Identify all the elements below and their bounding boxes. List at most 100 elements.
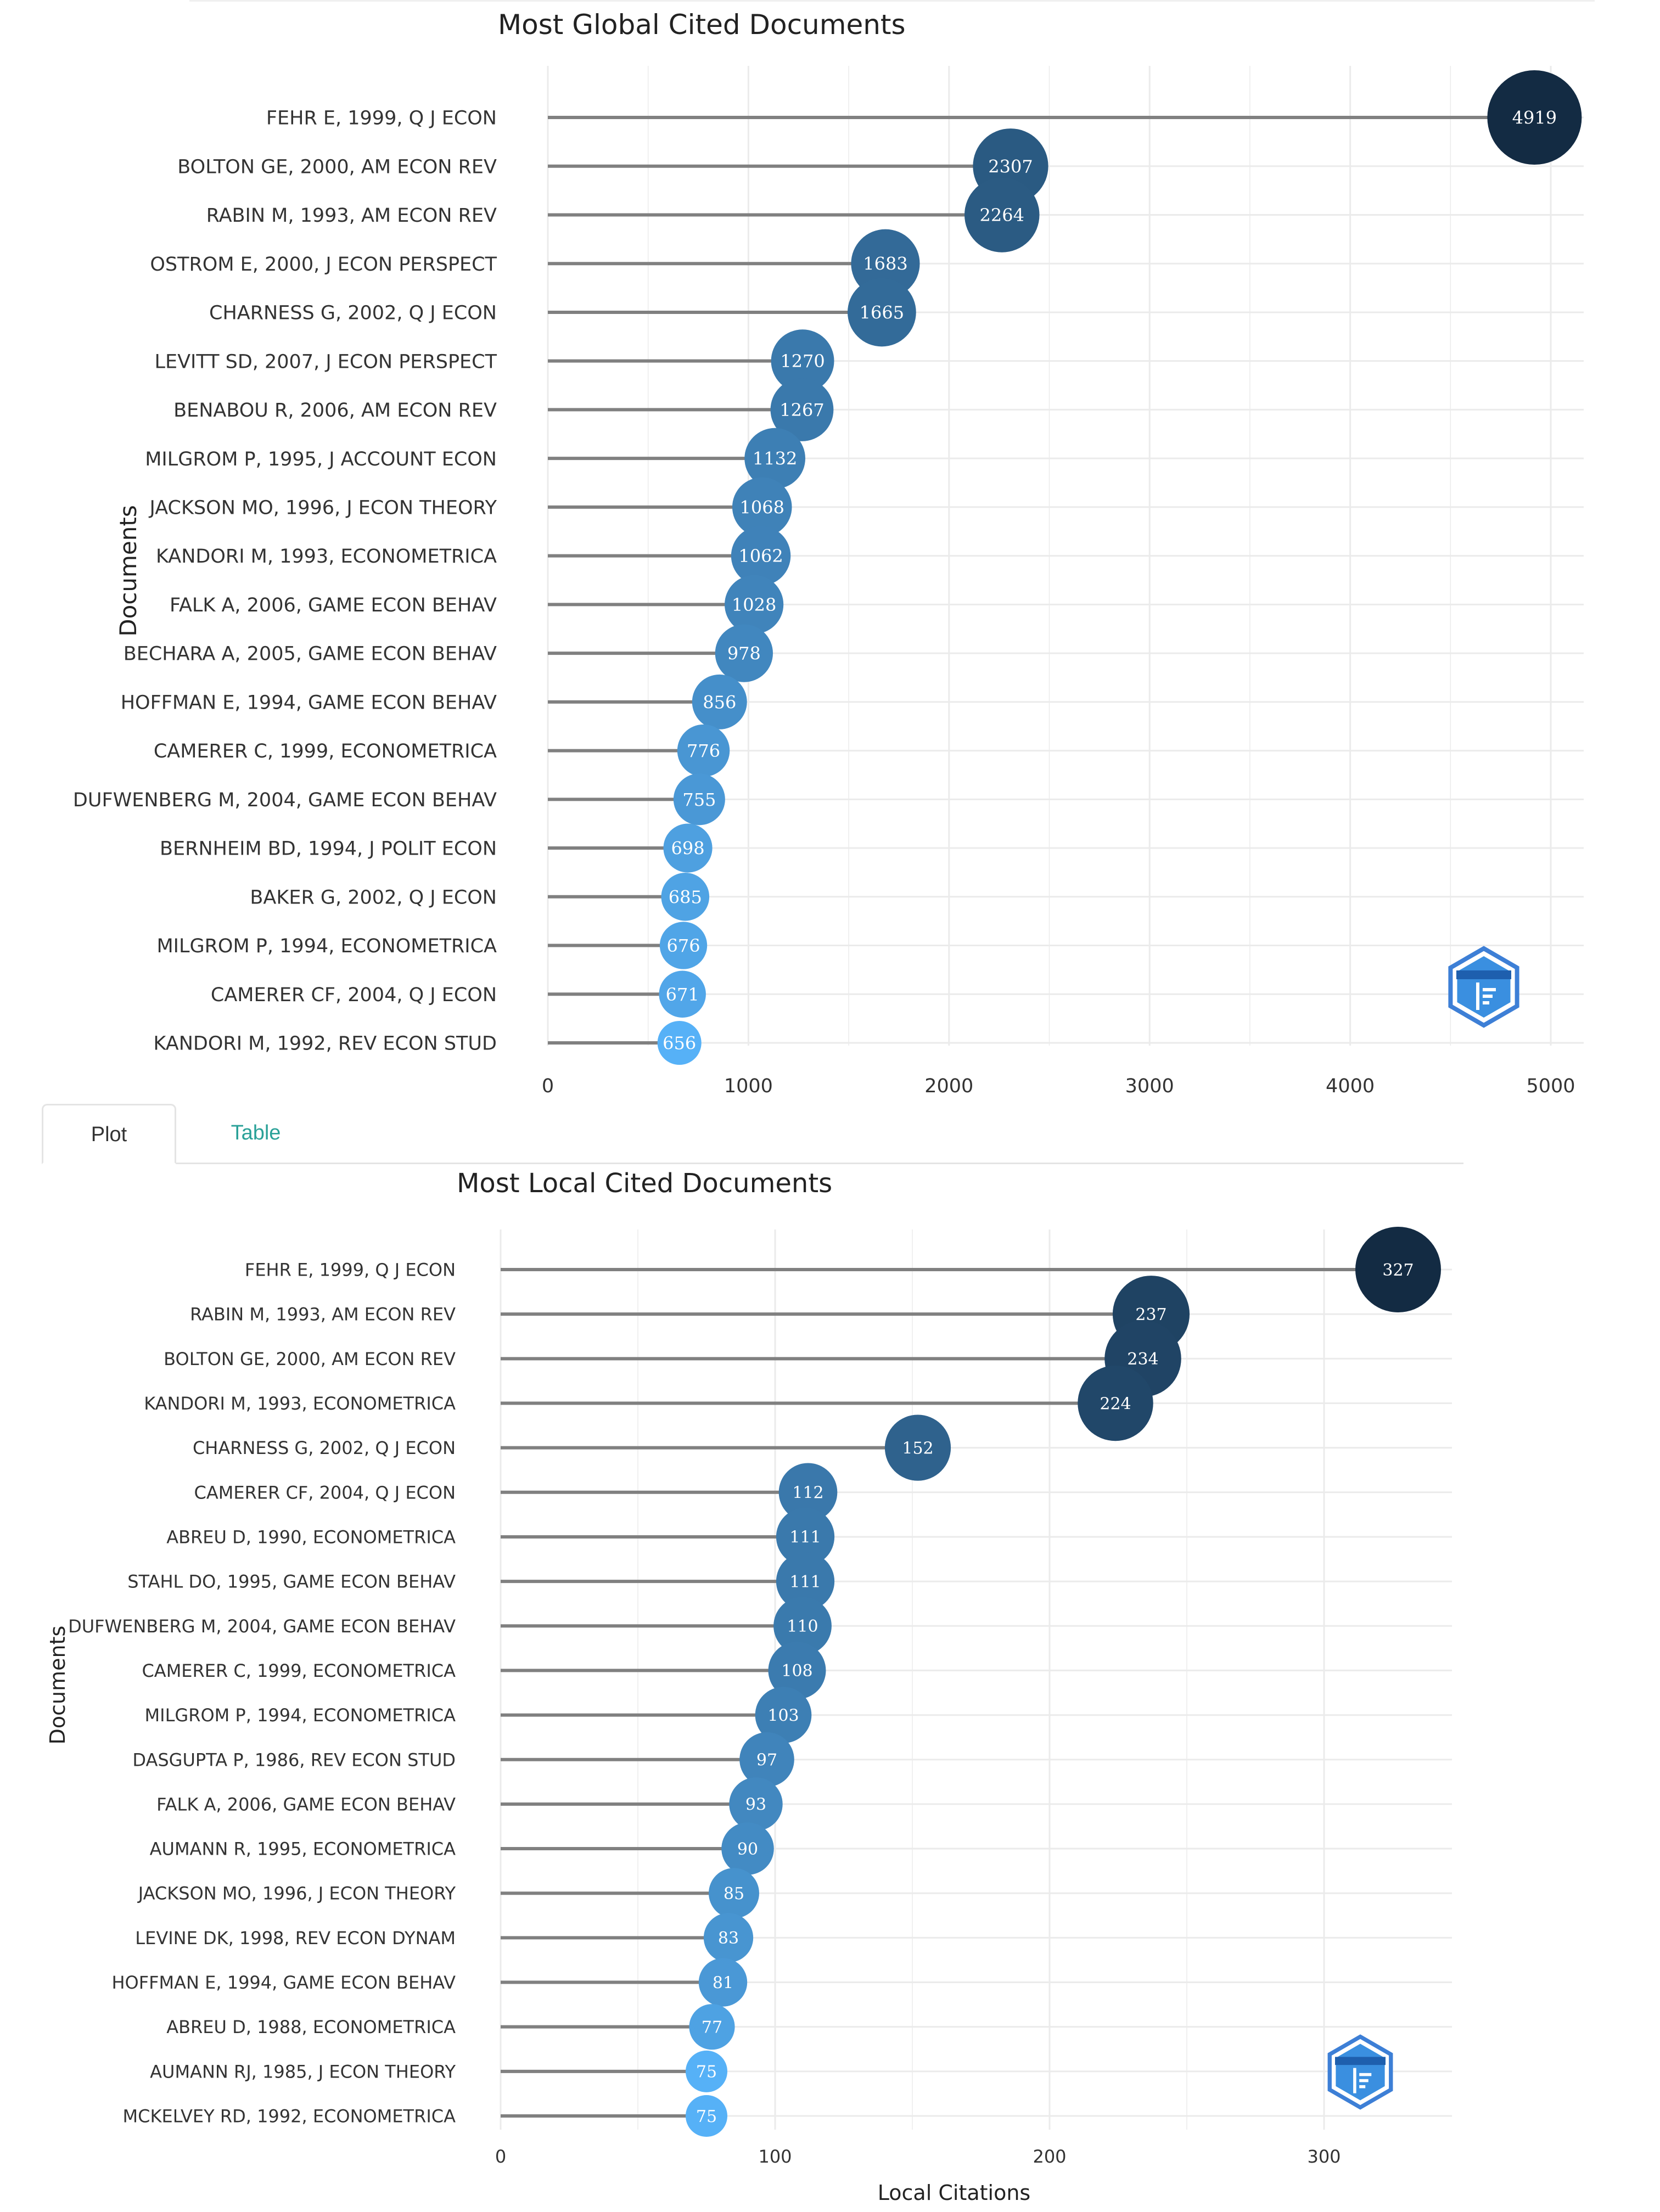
category-label: BOLTON GE, 2000, AM ECON REV (164, 1349, 456, 1369)
category-label: BENABOU R, 2006, AM ECON REV (173, 400, 497, 422)
bibliometrix-logo (1327, 2034, 1393, 2110)
category-label: DUFWENBERG M, 2004, GAME ECON BEHAV (73, 789, 497, 811)
data-label: 1028 (732, 594, 776, 615)
tab-strip: Plot Table (42, 1104, 1463, 1164)
category-label: KANDORI M, 1992, REV ECON STUD (153, 1033, 497, 1055)
category-label: MILGROM P, 1994, ECONOMETRICA (156, 935, 497, 957)
x-tick-label: 300 (1307, 2146, 1341, 2167)
data-point (776, 1552, 835, 1611)
data-point (698, 1958, 748, 2007)
data-label: 224 (1100, 1394, 1131, 1413)
data-point (673, 773, 725, 826)
data-label: 111 (789, 1528, 821, 1547)
category-label: KANDORI M, 1993, ECONOMETRICA (144, 1393, 456, 1414)
data-label: 1062 (738, 546, 783, 566)
data-point (729, 1777, 783, 1831)
data-label: 85 (724, 1884, 744, 1904)
x-axis-title: Local Citations (878, 2181, 1030, 2205)
category-label: BERNHEIM BD, 1994, J POLIT ECON (160, 838, 497, 860)
data-point (686, 2095, 727, 2137)
data-point (715, 624, 773, 682)
data-point (659, 970, 706, 1018)
category-label: CAMERER C, 1999, ECONOMETRICA (142, 1660, 456, 1681)
data-label: 1068 (740, 497, 784, 518)
data-point (755, 1687, 812, 1743)
data-point (964, 177, 1040, 252)
data-point (657, 1021, 702, 1065)
tab-plot[interactable]: Plot (42, 1104, 176, 1164)
logo-bar (1483, 1001, 1489, 1004)
data-point (773, 1597, 832, 1655)
category-label: HOFFMAN E, 1994, GAME ECON BEHAV (111, 1972, 456, 1993)
category-label: DASGUPTA P, 1986, REV ECON STUD (132, 1749, 456, 1770)
category-label: CAMERER CF, 2004, Q J ECON (211, 984, 497, 1006)
data-label: 234 (1127, 1350, 1158, 1369)
category-label: AUMANN R, 1995, ECONOMETRICA (150, 1839, 456, 1860)
data-label: 1683 (863, 254, 907, 274)
data-label: 1132 (753, 448, 797, 469)
logo-bar (1359, 2079, 1369, 2082)
data-point (709, 1868, 759, 1919)
data-point (851, 229, 920, 298)
data-point (721, 1822, 774, 1875)
data-point (663, 823, 713, 873)
data-label: 1665 (860, 302, 904, 323)
data-point (1355, 1227, 1441, 1312)
data-label: 1270 (780, 351, 825, 372)
data-label: 97 (756, 1751, 777, 1770)
data-label: 978 (727, 643, 761, 664)
data-label: 656 (663, 1033, 696, 1054)
category-label: ABREU D, 1988, ECONOMETRICA (166, 2017, 456, 2037)
category-label: CHARNESS G, 2002, Q J ECON (193, 1438, 456, 1458)
data-point (778, 1463, 838, 1522)
tab-table[interactable]: Table (231, 1121, 281, 1144)
data-label: 2264 (980, 205, 1024, 226)
logo-bar (1359, 2073, 1372, 2076)
category-label: MILGROM P, 1994, ECONOMETRICA (145, 1705, 456, 1726)
data-label: 75 (696, 2107, 717, 2126)
category-label: KANDORI M, 1993, ECONOMETRICA (156, 546, 497, 568)
data-label: 110 (787, 1617, 818, 1636)
data-label: 90 (737, 1840, 758, 1859)
data-point (848, 278, 916, 347)
data-point (689, 2004, 735, 2050)
category-label: FEHR E, 1999, Q J ECON (245, 1260, 456, 1281)
data-label: 108 (781, 1661, 812, 1681)
data-point (725, 575, 784, 634)
data-point (776, 1507, 835, 1567)
x-tick-label: 0 (495, 2146, 506, 2167)
category-label: MILGROM P, 1995, J ACCOUNT ECON (145, 448, 497, 470)
data-point (659, 922, 708, 969)
category-label: CAMERER C, 1999, ECONOMETRICA (154, 740, 497, 762)
category-label: LEVINE DK, 1998, REV ECON DYNAM (135, 1928, 456, 1949)
category-label: LEVITT SD, 2007, J ECON PERSPECT (154, 351, 497, 373)
x-tick-label: 1000 (724, 1075, 773, 1097)
x-tick-label: 4000 (1326, 1075, 1375, 1097)
category-label: JACKSON MO, 1996, J ECON THEORY (137, 1883, 456, 1904)
data-label: 676 (666, 935, 700, 956)
data-label: 856 (703, 692, 736, 712)
data-label: 111 (789, 1573, 821, 1592)
data-point (692, 674, 747, 729)
x-tick-label: 2000 (924, 1075, 973, 1097)
data-point (731, 526, 791, 586)
data-label: 112 (792, 1484, 823, 1503)
bibliometrix-logo (1448, 946, 1519, 1028)
category-label: HOFFMAN E, 1994, GAME ECON BEHAV (121, 692, 497, 714)
logo-banner (1456, 970, 1511, 979)
data-label: 83 (718, 1929, 739, 1948)
category-label: RABIN M, 1993, AM ECON REV (206, 205, 497, 227)
data-point (686, 2050, 727, 2092)
data-label: 93 (745, 1795, 766, 1815)
chart-title: Most Local Cited Documents (457, 1168, 832, 1199)
logo-bar (1353, 2068, 1356, 2093)
category-label: FALK A, 2006, GAME ECON BEHAV (170, 594, 497, 616)
category-label: DUFWENBERG M, 2004, GAME ECON BEHAV (68, 1616, 456, 1637)
data-point (739, 1732, 794, 1787)
y-axis-title: Documents (115, 505, 142, 636)
category-label: OSTROM E, 2000, J ECON PERSPECT (150, 254, 497, 276)
x-tick-label: 5000 (1526, 1075, 1575, 1097)
data-label: 698 (671, 838, 705, 859)
data-point (677, 724, 730, 777)
category-label: FEHR E, 1999, Q J ECON (266, 108, 497, 130)
